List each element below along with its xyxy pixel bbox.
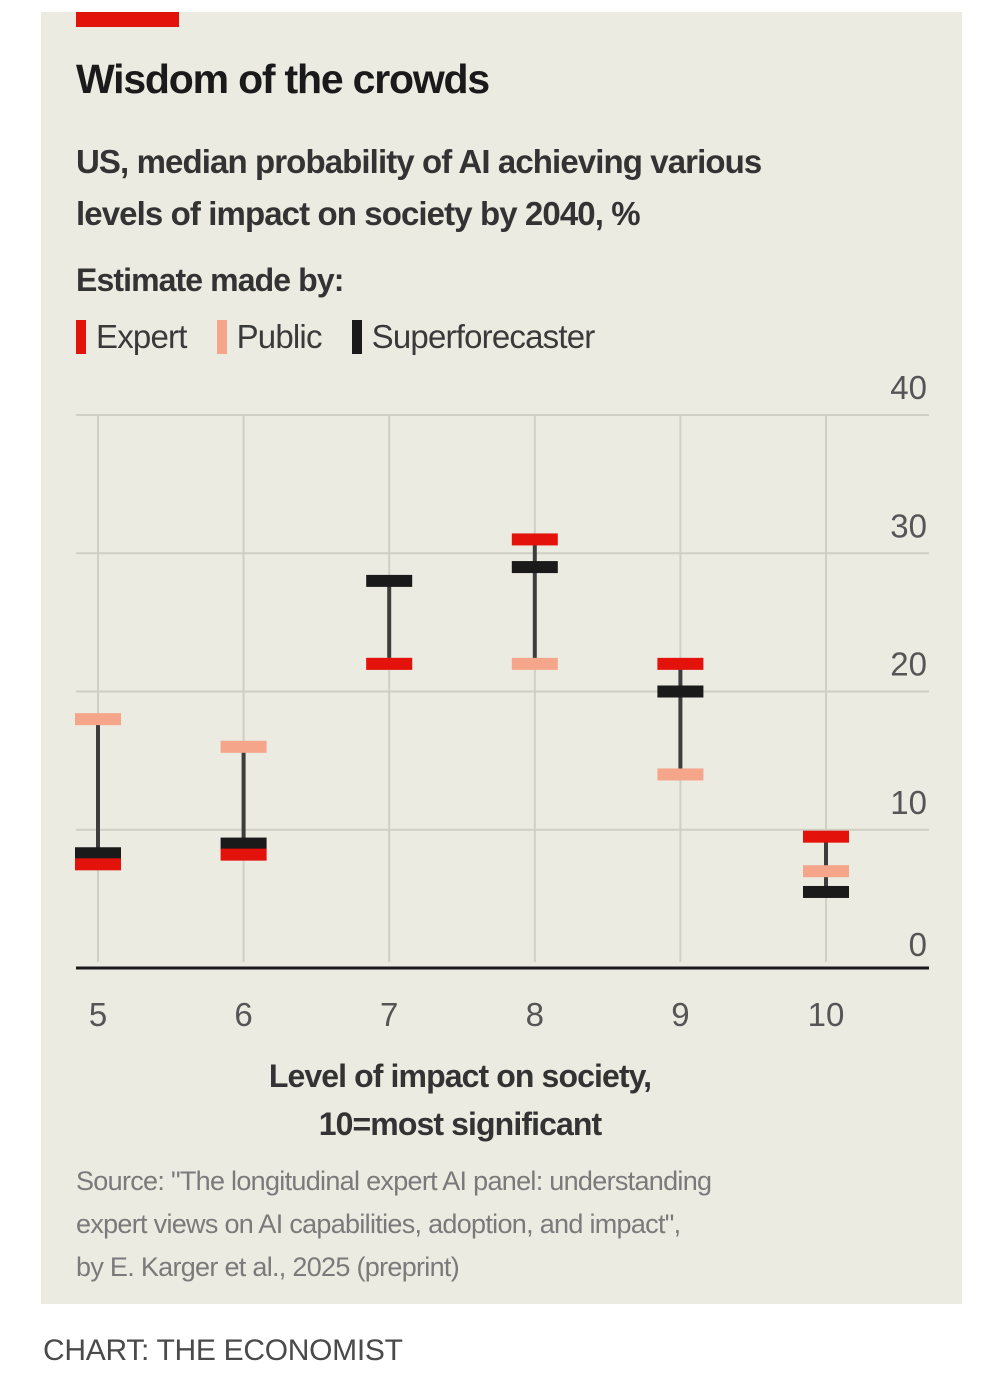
marker-expert [366, 657, 413, 670]
marker-public [803, 865, 849, 878]
dot-range-chart: 0 10 20 30 40 5 6 7 8 9 10 [75, 370, 929, 1033]
marker-expert [511, 533, 558, 546]
marker-expert [220, 848, 267, 861]
marker-superforecaster [366, 574, 413, 587]
source-line-2: expert views on AI capabilities, adoptio… [76, 1209, 681, 1239]
y-tick-label: 10 [890, 784, 927, 821]
chart-title: Wisdom of the crowds [76, 56, 490, 102]
x-tick-label: 8 [526, 996, 544, 1033]
x-axis-title: Level of impact on society, 10=most sign… [200, 1052, 720, 1148]
accent-strip [76, 12, 179, 27]
legend-label-superforecaster: Superforecaster [371, 318, 596, 355]
marker-superforecaster [220, 837, 267, 850]
y-tick-label: 40 [890, 370, 927, 406]
x-tick-label: 9 [671, 996, 689, 1033]
legend-swatch-public [216, 320, 227, 354]
source-line-1: Source: "The longitudinal expert AI pane… [76, 1166, 712, 1196]
x-axis-title-line-1: Level of impact on society, [268, 1058, 652, 1094]
marker-expert [803, 830, 849, 843]
legend-item-public: Public [216, 318, 323, 356]
marker-expert [657, 657, 704, 670]
y-tick-label: 0 [909, 926, 927, 963]
legend-item-expert: Expert [76, 318, 187, 356]
marker-public [511, 657, 558, 670]
marker-superforecaster [75, 847, 121, 860]
chart-panel [41, 12, 962, 1304]
x-tick-label: 10 [808, 996, 845, 1033]
marker-superforecaster [803, 885, 849, 898]
y-tick-label: 30 [890, 507, 927, 544]
subtitle-line-1: US, median probability of AI achieving v… [76, 143, 762, 180]
marker-public [220, 740, 267, 753]
legend-swatch-superforecaster [351, 320, 362, 354]
legend-title: Estimate made by: [76, 262, 344, 298]
marker-expert [75, 858, 121, 871]
marker-superforecaster [657, 685, 704, 698]
chart-credit: CHART: THE ECONOMIST [43, 1334, 403, 1367]
x-tick-label: 6 [234, 996, 252, 1033]
legend: Expert Public Superforecaster [76, 318, 624, 356]
marker-public [75, 713, 121, 726]
marker-public [657, 768, 704, 781]
x-tick-label: 7 [380, 996, 398, 1033]
subtitle-line-2: levels of impact on society by 2040, % [76, 195, 641, 232]
legend-swatch-expert [76, 320, 86, 354]
source-line-3: by E. Karger et al., 2025 (preprint) [76, 1252, 460, 1282]
marker-superforecaster [511, 561, 558, 574]
legend-item-superforecaster: Superforecaster [351, 318, 596, 356]
legend-label-public: Public [236, 318, 323, 355]
source-note: Source: "The longitudinal expert AI pane… [76, 1160, 836, 1289]
x-tick-label: 5 [89, 996, 107, 1033]
y-tick-label: 20 [890, 646, 927, 683]
x-axis-title-line-2: 10=most significant [318, 1106, 602, 1142]
legend-label-expert: Expert [96, 318, 187, 355]
chart-subtitle: US, median probability of AI achieving v… [76, 136, 896, 240]
